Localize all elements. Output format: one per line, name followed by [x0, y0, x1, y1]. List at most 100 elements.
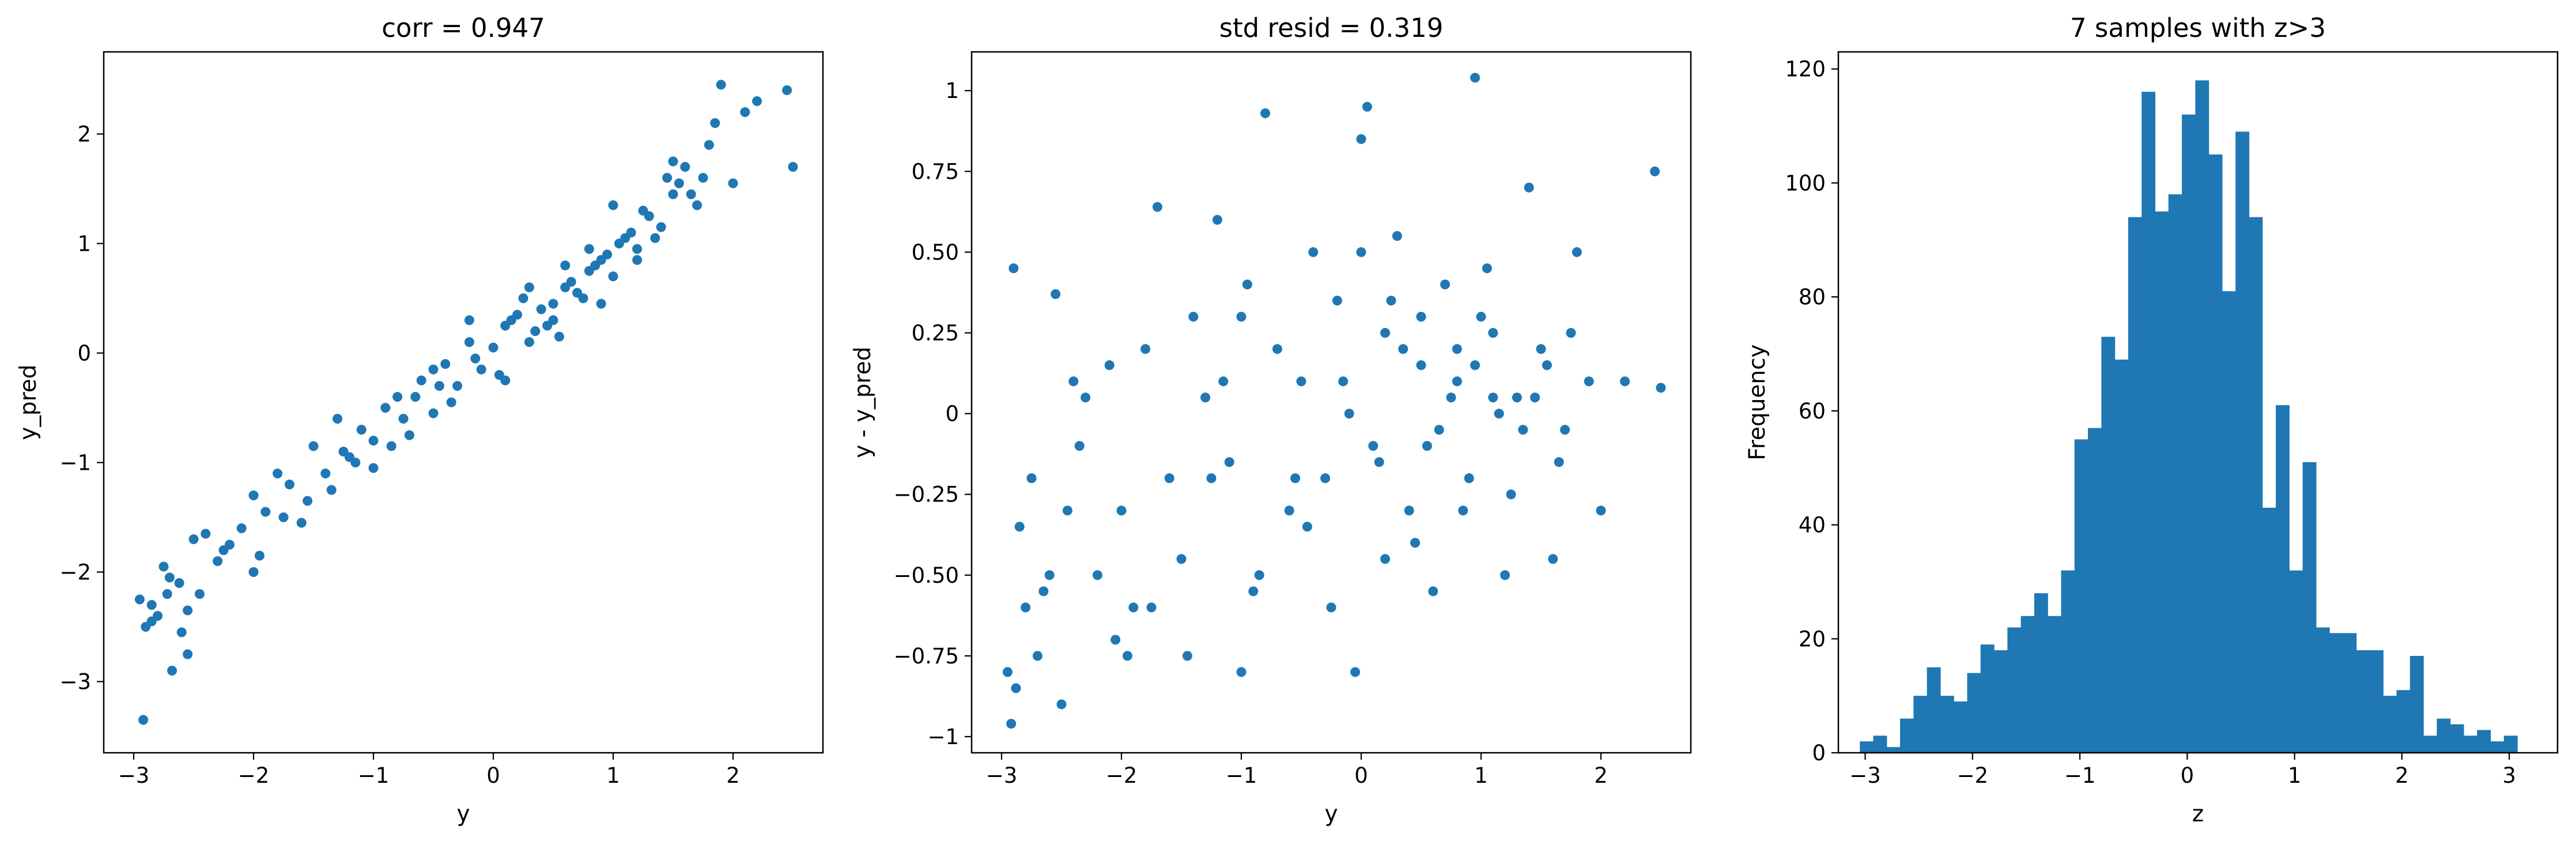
histogram-y-tick-label: 100: [1785, 171, 1826, 195]
histogram-bar: [2155, 211, 2169, 753]
residual-point: [1440, 279, 1451, 289]
prediction-point: [506, 315, 516, 325]
prediction-point: [470, 353, 481, 364]
prediction-point: [446, 397, 456, 408]
prediction-point: [584, 244, 594, 254]
histogram-bar: [1954, 701, 1968, 753]
histogram-bar: [2477, 730, 2491, 753]
histogram-x-tick-label: 3: [2502, 763, 2516, 788]
prediction-point: [782, 85, 792, 95]
prediction-point: [632, 244, 643, 254]
prediction-y-tick-label: −3: [59, 670, 91, 695]
prediction-y-tick-label: −2: [59, 560, 91, 585]
prediction-point: [668, 189, 678, 199]
histogram-x-tick-label: 2: [2395, 763, 2409, 788]
histogram-bar: [2262, 507, 2276, 753]
prediction-point: [134, 594, 145, 605]
residual-y-tick-label: −1: [927, 725, 959, 749]
histogram-bar: [2503, 735, 2518, 753]
prediction-plot-frame: [103, 51, 824, 754]
residual-point: [1032, 651, 1043, 661]
prediction-point: [608, 200, 618, 210]
residual-y-tick-label: 0.50: [912, 240, 959, 265]
histogram-y-tick-label: 0: [1812, 741, 1826, 765]
prediction-y-tick-label: −1: [59, 451, 91, 476]
prediction-point: [524, 282, 534, 292]
prediction-x-tick-label: 2: [726, 763, 740, 788]
prediction-y-tick-label: 0: [77, 341, 91, 366]
residual-point: [1656, 383, 1666, 393]
residual-point: [1620, 376, 1630, 387]
residual-point: [1212, 214, 1222, 225]
prediction-point: [428, 364, 439, 375]
prediction-point: [278, 512, 289, 522]
residual-point: [1416, 360, 1426, 371]
prediction-x-tick-label: 0: [486, 763, 500, 788]
residual-point: [1356, 134, 1366, 144]
residual-point: [1128, 602, 1139, 613]
residual-point: [1009, 263, 1019, 273]
prediction-point: [368, 463, 379, 473]
histogram-bar: [2222, 291, 2236, 753]
prediction-point: [440, 359, 451, 369]
residual-point: [1470, 360, 1480, 371]
prediction-point: [686, 189, 696, 199]
histogram-bar: [2088, 428, 2102, 753]
residual-point: [1452, 376, 1462, 387]
histogram-bar: [2329, 633, 2344, 753]
prediction-y-tick-label: 2: [77, 122, 91, 147]
residual-point: [1410, 538, 1421, 548]
histogram-bar: [2141, 92, 2156, 753]
scatter-residual-panel: −3 −2 −1 0 1 2 −1 −0.75 −0.50 −0.25 0 0.25 0.50 0.75 1…: [850, 13, 1692, 827]
histogram-bars: [1860, 80, 2518, 753]
prediction-point: [194, 589, 205, 599]
histogram-bar: [2061, 570, 2075, 753]
histogram-bar: [2464, 735, 2477, 753]
residual-point: [1596, 506, 1606, 516]
residual-point: [1081, 393, 1091, 403]
prediction-points: [134, 80, 798, 725]
histogram-bar: [2343, 633, 2357, 753]
residual-point: [1356, 247, 1366, 257]
prediction-point: [602, 250, 613, 259]
residual-y-tick-label: 0.25: [912, 321, 959, 346]
prediction-x-label: y: [456, 801, 470, 827]
histogram-bar: [2356, 650, 2370, 753]
residual-point: [1164, 473, 1174, 484]
histogram-x-tick-label: −1: [2064, 763, 2096, 788]
prediction-point: [752, 96, 762, 106]
residual-point: [1368, 441, 1378, 451]
residual-point: [1488, 328, 1498, 338]
prediction-point: [560, 261, 571, 270]
histogram-y-tick-label: 20: [1799, 627, 1826, 651]
prediction-point: [788, 162, 798, 172]
prediction-point: [138, 715, 149, 725]
histogram-bar: [1980, 644, 1995, 753]
prediction-point: [608, 271, 618, 281]
histogram-bar: [1967, 673, 1981, 753]
residual-point: [1536, 344, 1546, 354]
histogram-bar: [2101, 337, 2116, 753]
residual-point: [1006, 719, 1017, 729]
prediction-point: [158, 561, 169, 572]
residual-point: [1068, 376, 1079, 387]
residual-point: [1404, 506, 1414, 516]
prediction-point: [704, 140, 714, 150]
residual-x-tick-label: 2: [1594, 763, 1608, 788]
prediction-point: [578, 293, 588, 303]
histogram-bar: [2302, 462, 2317, 753]
residual-point: [1284, 506, 1294, 516]
prediction-x-tick-label: −1: [358, 763, 390, 788]
prediction-point: [626, 228, 636, 237]
histogram-bar: [2195, 80, 2209, 753]
prediction-point: [668, 156, 678, 167]
residual-point: [1332, 295, 1342, 305]
histogram-bar: [2235, 131, 2250, 753]
histogram-ticks: −3 −2 −1 0 1 2 3 0 20 40 60 80 100 120: [1785, 57, 2516, 788]
prediction-point: [164, 572, 175, 583]
prediction-point: [716, 80, 726, 90]
prediction-point: [554, 331, 564, 342]
histogram-bar: [2316, 627, 2330, 753]
histogram-bar: [2370, 650, 2384, 753]
prediction-point: [698, 173, 708, 183]
